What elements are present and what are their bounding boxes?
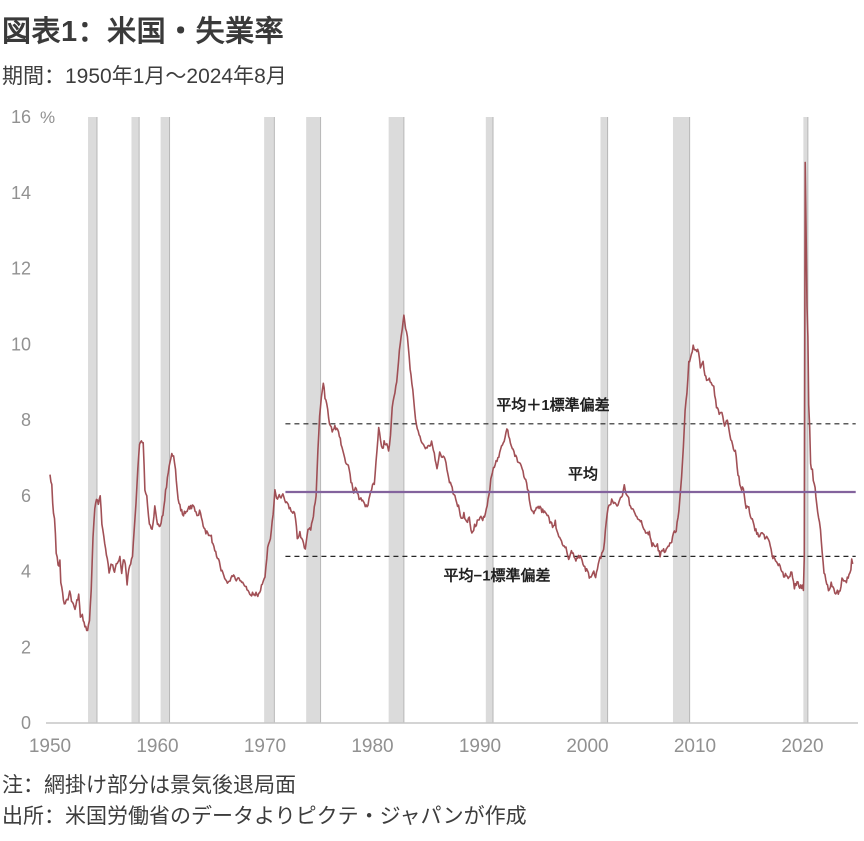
x-tick-label: 2020	[781, 736, 823, 757]
recession-band	[672, 117, 690, 723]
recession-band	[160, 117, 170, 723]
y-tick-label: 0	[21, 713, 31, 733]
y-tick-label: 6	[21, 486, 31, 506]
recession-band	[803, 117, 808, 723]
recession-band	[600, 117, 608, 723]
recession-band	[264, 117, 275, 723]
recession-band	[485, 117, 494, 723]
y-tick-label: 2	[21, 637, 31, 657]
figure-period: 期間：1950年1月～2024年8月	[2, 65, 287, 88]
unemployment-line	[49, 161, 854, 632]
mean-label: 平均	[568, 465, 598, 483]
y-tick-label: 14	[11, 183, 31, 203]
y-tick-label: 4	[21, 562, 31, 582]
recession-band	[388, 117, 404, 723]
mean-minus-1sd-label: 平均−1標準偏差	[443, 566, 550, 584]
chart-note: 注：網掛け部分は景気後退局面	[2, 774, 296, 797]
y-tick-label: 8	[21, 410, 31, 430]
mean-plus-1sd-label: 平均＋1標準偏差	[496, 396, 609, 414]
recession-band	[88, 117, 97, 723]
y-tick-label: 12	[11, 259, 31, 279]
y-tick-label: 16	[11, 107, 31, 127]
x-tick-label: 1990	[459, 736, 501, 757]
x-tick-label: 2010	[674, 736, 716, 757]
figure-title: 図表1：米国・失業率	[2, 16, 285, 48]
x-tick-label: 1950	[29, 736, 71, 757]
x-tick-label: 2000	[566, 736, 608, 757]
recession-band	[306, 117, 321, 723]
x-tick-label: 1980	[351, 736, 393, 757]
x-tick-label: 1960	[136, 736, 178, 757]
y-tick-label: 10	[11, 334, 31, 354]
recession-band	[131, 117, 140, 723]
chart-source: 出所：米国労働省のデータよりピクテ・ジャパンが作成	[2, 805, 527, 828]
y-axis-unit-label: %	[40, 108, 55, 127]
x-tick-label: 1970	[244, 736, 286, 757]
